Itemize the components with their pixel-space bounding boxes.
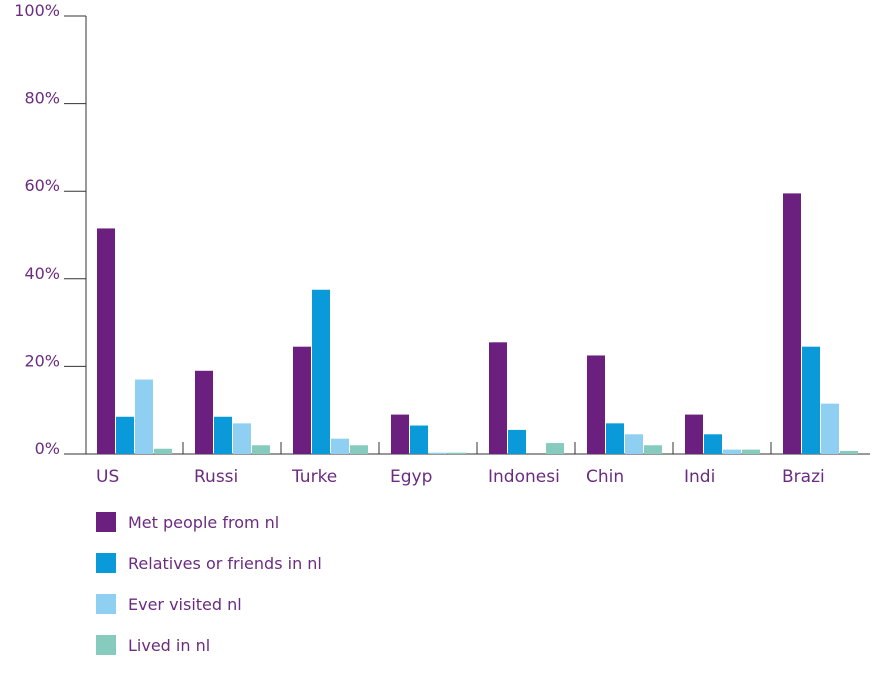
legend-swatch (96, 594, 116, 614)
bar (154, 448, 172, 454)
x-tick-label: Turke (291, 467, 337, 487)
bar (252, 445, 270, 454)
bar (429, 452, 447, 454)
legend-swatch (96, 553, 116, 573)
legend-label: Met people from nl (128, 512, 280, 532)
bar (625, 434, 643, 454)
bar (331, 438, 349, 454)
y-tick-label: 0% (35, 439, 60, 458)
bar (840, 450, 858, 454)
legend: Met people from nl Relatives or friends i… (96, 512, 322, 676)
bar (135, 379, 153, 454)
bar (489, 342, 507, 454)
y-tick-label: 20% (24, 351, 60, 370)
x-axis-labels: US Russi Turke Egyp Indonesi Chin Indi Brazi (96, 467, 825, 487)
x-tick-label: Egyp (390, 467, 432, 487)
bar (350, 445, 368, 454)
bar (723, 449, 741, 454)
bar (97, 228, 115, 454)
y-tick-label: 100% (14, 1, 60, 20)
bar (802, 346, 820, 454)
bar (821, 403, 839, 454)
bar (685, 414, 703, 454)
x-tick-label: US (96, 467, 119, 487)
bar-chart: 0% 20% 40% 60% 80% 100% US Russi Turke Egyp Indon… (14, 1, 870, 487)
legend-label: Lived in nl (128, 635, 211, 655)
bar (116, 416, 134, 454)
bar (546, 443, 564, 454)
legend-item: Relatives or friends in nl (96, 553, 322, 573)
bar (704, 434, 722, 454)
bar (195, 370, 213, 454)
bar (214, 416, 232, 454)
x-tick-label: Indi (684, 467, 715, 487)
bar (783, 193, 801, 454)
x-tick-label: Brazi (782, 467, 825, 487)
x-tick-label: Chin (586, 467, 624, 487)
bar (391, 414, 409, 454)
y-tick-label: 80% (24, 89, 60, 108)
bar (410, 425, 428, 454)
bar (233, 423, 251, 454)
bar (448, 452, 466, 454)
bar (587, 355, 605, 454)
bar (644, 445, 662, 454)
y-axis-ticks: 0% 20% 40% 60% 80% 100% (14, 1, 86, 458)
legend-swatch (96, 512, 116, 532)
bar (508, 429, 526, 454)
bar (742, 449, 760, 454)
legend-swatch (96, 635, 116, 655)
legend-label: Ever visited nl (128, 594, 242, 614)
legend-item: Lived in nl (96, 635, 322, 655)
bars (97, 193, 858, 454)
bar (606, 423, 624, 454)
x-tick-label: Russi (194, 467, 238, 487)
legend-label: Relatives or friends in nl (128, 553, 322, 573)
bar (293, 346, 311, 454)
x-tick-label: Indonesi (488, 467, 560, 487)
y-tick-label: 60% (24, 176, 60, 195)
y-tick-label: 40% (24, 264, 60, 283)
legend-item: Ever visited nl (96, 594, 322, 614)
bar (312, 289, 330, 454)
legend-item: Met people from nl (96, 512, 322, 532)
